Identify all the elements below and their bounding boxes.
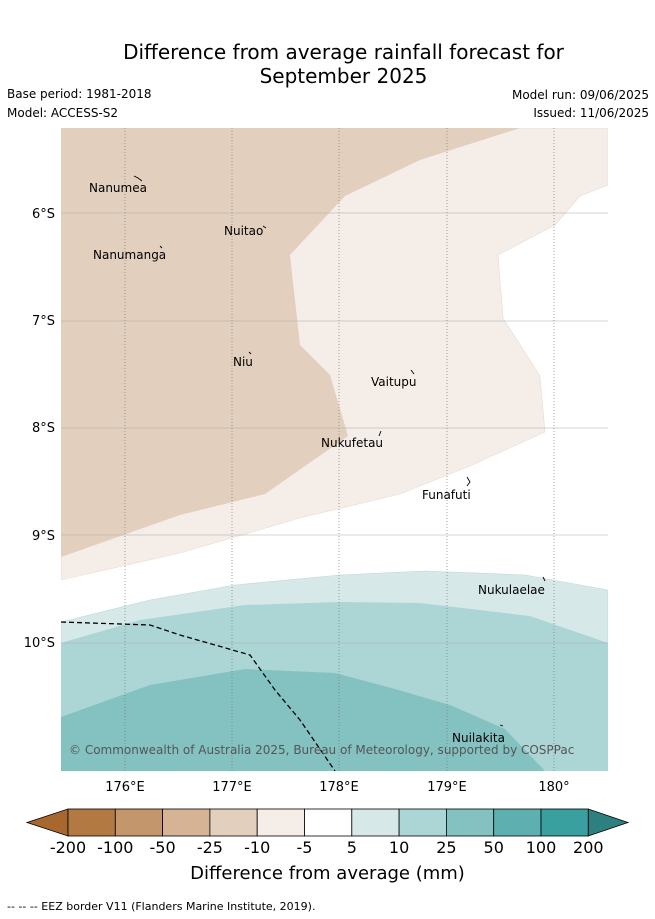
title-line-2: September 2025	[259, 64, 428, 88]
place-label-nukufetau: Nukufetau	[321, 436, 383, 450]
eez-border	[61, 621, 336, 771]
colorbar-segment	[398, 808, 447, 837]
colorbar-tick-label: -25	[197, 838, 223, 857]
island-nuilakita	[499, 724, 504, 727]
colorbar-tick-label: 25	[436, 838, 456, 857]
colorbar-tick-label: -200	[50, 838, 86, 857]
latitude-axis: 6°S 7°S 8°S 9°S 10°S	[24, 207, 55, 651]
lon-label-180: 180°	[538, 780, 569, 795]
place-label-nanumanga: Nanumanga	[93, 248, 166, 262]
model-run: Model run: 09/06/2025	[511, 88, 649, 102]
lat-label-8s: 8°S	[32, 421, 55, 436]
lat-label-6s: 6°S	[32, 207, 55, 222]
colorbar-segment	[209, 808, 258, 837]
colorbar-tick-label: -100	[97, 838, 133, 857]
colorbar-segment	[162, 808, 211, 837]
colorbar-segment	[67, 808, 116, 837]
lon-label-179e: 179°E	[427, 780, 467, 795]
place-label-niu: Niu	[233, 355, 253, 369]
issued-date: Issued: 11/06/2025	[533, 106, 649, 120]
island-nukulaelae	[542, 576, 546, 582]
longitude-axis: 176°E 177°E 178°E 179°E 180°	[105, 780, 569, 795]
lon-label-177e: 177°E	[212, 780, 252, 795]
lon-label-178e: 178°E	[319, 780, 359, 795]
model-name: Model: ACCESS-S2	[7, 106, 119, 120]
lat-label-7s: 7°S	[32, 314, 55, 329]
island-nanumea	[133, 175, 143, 182]
place-label-nuitao: Nuitao	[224, 224, 263, 238]
colorbar-tick-label: 50	[484, 838, 504, 857]
colorbar-segment	[540, 808, 589, 837]
map-area: Nanumea Nuitao Nanumanga Niu Vaitupu Nuk…	[61, 128, 608, 771]
colorbar-segment	[114, 808, 164, 837]
latitude-gridlines	[61, 212, 608, 644]
colorbar-label: Difference from average (mm)	[190, 863, 465, 884]
colorbar: -200 -100 -50 -25 -10 -5 5 10 25 50 100 200	[25, 808, 630, 857]
longitude-gridlines	[124, 128, 555, 771]
base-period: Base period: 1981-2018	[7, 87, 152, 101]
colorbar-tick-label: -50	[150, 838, 176, 857]
colorbar-segment	[351, 808, 400, 837]
place-label-nuilakita: Nuilakita	[452, 731, 505, 745]
colorbar-upper-extend	[587, 808, 630, 837]
colorbar-segment	[256, 808, 305, 837]
rainfall-zone-moderate-negative	[61, 128, 520, 557]
colorbar-segment	[445, 808, 495, 837]
rainfall-zone-high-positive	[61, 669, 545, 771]
copyright-notice: © Commonwealth of Australia 2025, Bureau…	[69, 743, 574, 757]
lat-label-9s: 9°S	[32, 529, 55, 544]
island-nukufetau	[378, 430, 382, 437]
colorbar-lower-extend	[25, 808, 69, 837]
islands	[133, 175, 546, 727]
place-label-funafuti: Funafuti	[422, 488, 471, 502]
place-label-nukulaelae: Nukulaelae	[478, 583, 545, 597]
island-funafuti	[466, 476, 471, 487]
island-nanumanga	[159, 245, 163, 249]
title-line-1: Difference from average rainfall forecas…	[123, 40, 564, 64]
colorbar-tick-label: -5	[297, 838, 313, 857]
lat-label-10s: 10°S	[24, 636, 55, 651]
lon-label-176e: 176°E	[105, 780, 145, 795]
chart-title: Difference from average rainfall forecas…	[0, 40, 655, 88]
island-niu	[248, 351, 252, 355]
colorbar-segment	[493, 808, 542, 837]
place-label-nanumea: Nanumea	[89, 181, 147, 195]
place-label-vaitupu: Vaitupu	[371, 375, 417, 389]
eez-footnote: -- -- -- EEZ border V11 (Flanders Marine…	[7, 900, 316, 913]
island-nuitao	[262, 225, 267, 229]
colorbar-tick-label: -10	[244, 838, 270, 857]
island-vaitupu	[410, 369, 415, 375]
colorbar-tick-label: 10	[389, 838, 409, 857]
colorbar-tick-label: 100	[526, 838, 557, 857]
colorbar-tick-label: 200	[573, 838, 604, 857]
colorbar-tick-label: 5	[347, 838, 357, 857]
colorbar-segment	[304, 808, 353, 837]
